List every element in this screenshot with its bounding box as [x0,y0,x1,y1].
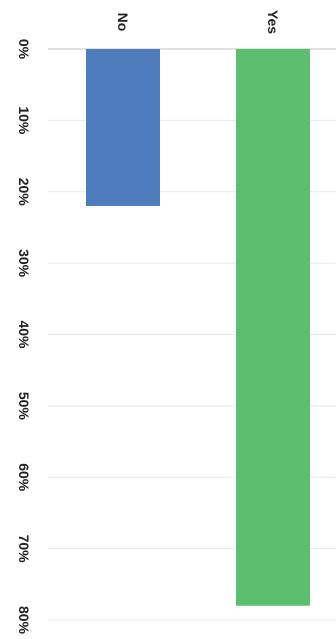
category-labels: No Yes [115,10,281,34]
value-tick-label: 30% [16,249,32,278]
value-tick-label: 70% [16,535,32,564]
bar-no [86,49,160,207]
value-tick-label: 50% [16,392,32,421]
bar-yes [236,49,310,606]
value-tick-labels: 0% 10% 20% 30% 40% 50% 60% 70% 80% [16,39,32,635]
value-tick-label: 40% [16,320,32,349]
value-tick-label: 20% [16,178,32,207]
category-label-yes: Yes [265,10,281,34]
value-tick-label: 80% [16,606,32,635]
value-tick-label: 10% [16,106,32,135]
category-label-no: No [115,13,131,32]
value-tick-label: 60% [16,463,32,492]
value-tick-label: 0% [16,39,32,60]
bars [86,49,310,606]
